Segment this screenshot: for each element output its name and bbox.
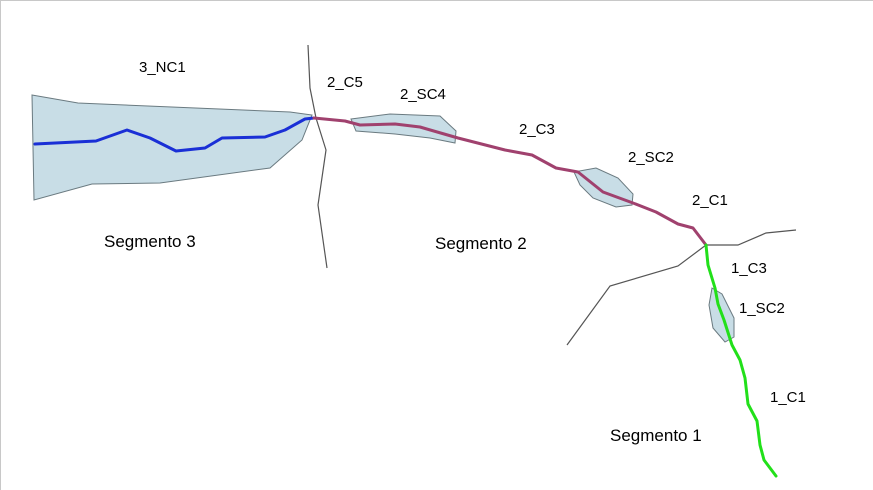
label-segment-2: Segmento 2 bbox=[435, 234, 527, 253]
label-2-c3: 2_C3 bbox=[519, 121, 555, 138]
label-1-c1: 1_C1 bbox=[770, 389, 806, 406]
label-1-c3: 1_C3 bbox=[731, 260, 767, 277]
label-3-nc1: 3_NC1 bbox=[139, 59, 186, 76]
segment-2-river-line bbox=[312, 116, 708, 247]
frame-top-border bbox=[0, 0, 873, 1]
label-2-c5: 2_C5 bbox=[327, 74, 363, 91]
label-segment-1: Segmento 1 bbox=[610, 426, 702, 445]
label-2-sc2: 2_SC2 bbox=[628, 149, 674, 166]
segment-1-river-line bbox=[704, 243, 778, 478]
segment-3-river-line bbox=[33, 116, 316, 153]
frame-left-border bbox=[0, 0, 1, 490]
right-tributary-line bbox=[706, 229, 797, 246]
left-tributary-line bbox=[566, 244, 707, 346]
label-segment-3: Segmento 3 bbox=[104, 232, 196, 251]
label-2-c1: 2_C1 bbox=[692, 192, 728, 209]
label-2-sc4: 2_SC4 bbox=[400, 86, 446, 103]
area-2-sc4 bbox=[350, 113, 457, 144]
label-1-sc2: 1_SC2 bbox=[739, 300, 785, 317]
upper-crossing-line bbox=[307, 44, 328, 269]
